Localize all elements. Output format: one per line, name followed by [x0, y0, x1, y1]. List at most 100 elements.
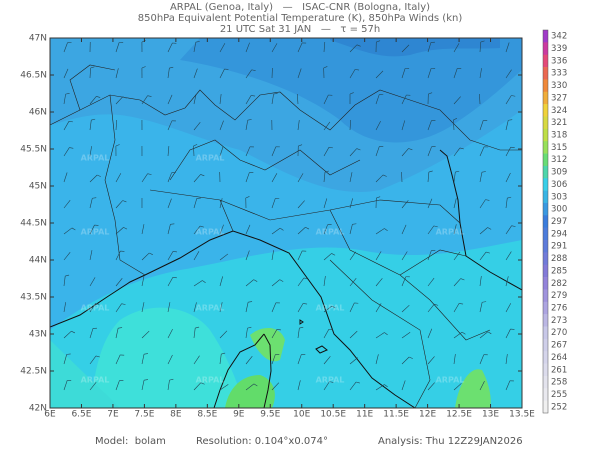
watermark: ARPAL [196, 376, 225, 385]
colorbar-swatch [543, 289, 548, 303]
barb [65, 93, 70, 95]
barb [453, 383, 462, 391]
barb [323, 121, 331, 131]
barb [219, 120, 224, 131]
barb [297, 354, 302, 365]
barb [382, 174, 387, 177]
barb [245, 172, 250, 183]
barb [349, 302, 355, 313]
colorbar-label: 282 [551, 279, 567, 289]
barb [63, 199, 71, 209]
watermark: ARPAL [196, 154, 225, 163]
header-line: 21 UTC Sat 31 JAN — τ = 57h [220, 24, 380, 35]
barb [89, 328, 94, 339]
barb [323, 356, 331, 365]
barb [297, 120, 300, 131]
barb [193, 145, 195, 157]
barb [89, 174, 98, 183]
barb [71, 227, 76, 231]
barb [401, 380, 406, 391]
watermark: ARPAL [81, 376, 110, 385]
lon-label: 8E [170, 410, 182, 420]
barb [63, 147, 70, 157]
colorbar-frame [542, 29, 549, 414]
barb [251, 69, 256, 71]
barb [459, 303, 464, 305]
barb [167, 224, 171, 235]
island [299, 319, 328, 354]
lat-label: 45N [29, 182, 47, 192]
barb [169, 66, 174, 69]
barb [375, 354, 379, 365]
barb [247, 119, 252, 121]
map-axes: 47N 46.5N 46N 45.5N 45N 44.5N 44N 43.5N 43N 42.5N… [20, 34, 535, 420]
barb [401, 332, 411, 339]
barb [149, 252, 153, 255]
barb [355, 381, 360, 384]
barb [323, 94, 329, 105]
barb [221, 352, 226, 355]
barb [193, 251, 200, 261]
lon-label: 8.5E [197, 410, 217, 420]
colorbar-swatch [543, 42, 548, 56]
barb [329, 381, 334, 383]
colorbar-label: 258 [551, 378, 567, 388]
barb [200, 174, 205, 177]
barb [143, 379, 149, 381]
colorbar-label: 288 [551, 254, 567, 264]
barb [89, 303, 96, 313]
barb [505, 95, 512, 105]
barb [296, 94, 299, 105]
barb [141, 380, 145, 391]
colorbar-label: 333 [551, 69, 567, 79]
barb [375, 384, 385, 391]
barb [384, 332, 388, 336]
barb [479, 120, 484, 131]
barb [455, 170, 460, 173]
barb [172, 251, 178, 253]
barb [479, 93, 481, 105]
barb [460, 278, 465, 281]
barb [479, 199, 486, 209]
barb [323, 66, 328, 69]
border [50, 89, 522, 151]
barb [115, 200, 123, 209]
barb [479, 354, 485, 365]
barb [219, 330, 228, 339]
barb [375, 278, 383, 287]
barb [193, 355, 200, 365]
colorbar-swatch [543, 178, 548, 191]
barb [375, 94, 380, 105]
colorbar-swatch [543, 116, 548, 130]
colorbar-label: 276 [551, 303, 567, 313]
barb [219, 276, 223, 287]
colorbar-label: 267 [551, 341, 567, 351]
barb [349, 224, 353, 235]
footer-model: Model: bolam [95, 436, 166, 447]
lat-label: 45.5N [20, 145, 47, 155]
barb [219, 43, 226, 53]
barb [170, 223, 175, 225]
barb [63, 251, 71, 261]
barb [271, 382, 280, 391]
barb [427, 146, 432, 157]
barb [245, 69, 252, 79]
watermark: ARPAL [196, 304, 225, 313]
colorbar-label: 342 [551, 32, 567, 42]
barb [428, 170, 433, 173]
barb [297, 328, 300, 339]
barb [453, 147, 461, 157]
barb [298, 144, 303, 147]
colorbar-swatch [543, 277, 548, 290]
lon-label: 13.5E [509, 410, 535, 420]
barb [324, 170, 329, 173]
colorbar-swatch [543, 227, 548, 241]
watermark: ARPAL [196, 228, 225, 237]
barb [89, 146, 92, 157]
barb [91, 118, 96, 121]
barb [505, 303, 512, 313]
lon-label: 6E [44, 410, 56, 420]
barb [89, 67, 91, 79]
colorbar-swatch [543, 240, 548, 253]
barb [487, 331, 492, 335]
